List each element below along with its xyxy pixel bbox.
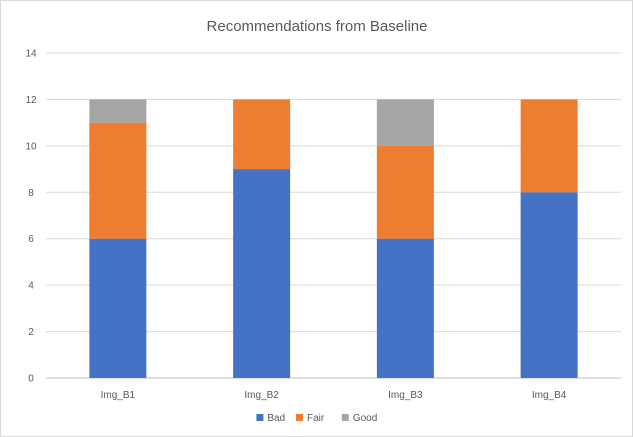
y-tick-label: 12 (25, 95, 37, 106)
legend-swatch-fair (296, 414, 303, 421)
y-tick-label: 2 (28, 327, 34, 338)
y-tick-label: 10 (25, 141, 37, 152)
bar-bad-img_b3 (376, 238, 434, 378)
bar-bad-img_b4 (520, 192, 578, 378)
legend-label-bad: Bad (267, 413, 285, 424)
chart-title: Recommendations from Baseline (207, 18, 428, 35)
y-axis-tick-labels: 0 2 4 6 8 10 12 14 (25, 49, 37, 385)
x-axis-tick-labels: Img_B1 Img_B2 Img_B3 Img_B4 (101, 390, 567, 401)
bar-fair-img_b3 (376, 145, 434, 239)
bar-fair-img_b2 (233, 99, 291, 170)
y-tick-label: 14 (25, 49, 37, 60)
x-tick-label: Img_B3 (388, 390, 423, 401)
y-tick-label: 8 (28, 188, 34, 199)
y-tick-label: 6 (28, 234, 34, 245)
bars (89, 99, 578, 378)
legend: Bad Fair Good (256, 413, 377, 424)
x-tick-label: Img_B4 (532, 390, 567, 401)
x-tick-label: Img_B1 (101, 390, 136, 401)
bar-bad-img_b2 (233, 169, 291, 378)
bar-fair-img_b4 (520, 99, 578, 193)
legend-label-fair: Fair (307, 413, 325, 424)
legend-label-good: Good (353, 413, 377, 424)
y-tick-label: 4 (28, 281, 34, 292)
x-tick-label: Img_B2 (244, 390, 279, 401)
legend-swatch-bad (256, 414, 264, 421)
y-tick-label: 0 (28, 374, 34, 385)
legend-swatch-good (341, 414, 349, 421)
bar-bad-img_b1 (89, 238, 147, 378)
bar-good-img_b1 (89, 99, 147, 123)
bar-fair-img_b1 (89, 122, 147, 239)
bar-good-img_b3 (376, 99, 434, 146)
